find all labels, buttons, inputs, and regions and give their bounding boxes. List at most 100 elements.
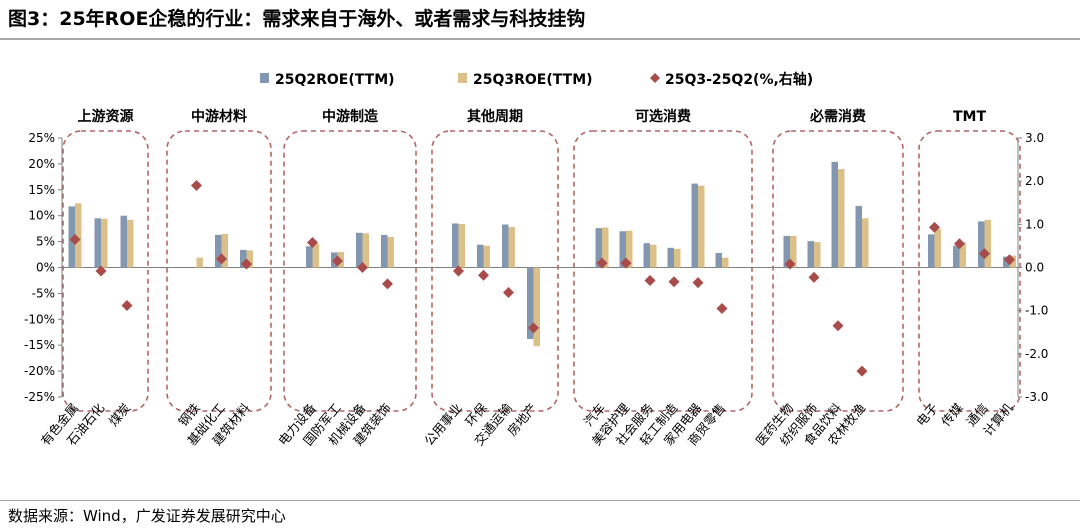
right-tick-label: -2.0 — [1025, 347, 1048, 361]
bar-25q2 — [595, 228, 602, 268]
left-tick-label: 5% — [36, 235, 55, 249]
group-label: 必需消费 — [809, 108, 866, 125]
diff-marker — [332, 255, 343, 267]
bar-25q3 — [75, 203, 82, 268]
bar-25q2 — [783, 235, 790, 268]
diff-marker — [692, 277, 704, 289]
bar-25q3 — [934, 229, 941, 268]
group-box — [772, 130, 904, 412]
diff-marker — [382, 278, 393, 290]
bar-25q2 — [928, 234, 935, 268]
diff-marker — [95, 265, 107, 277]
diff-marker — [453, 265, 464, 277]
right-tick-label: -3.0 — [1025, 390, 1048, 404]
legend-label: 25Q3ROE(TTM) — [473, 72, 593, 88]
diff-marker — [929, 221, 940, 233]
bar-25q2 — [502, 224, 509, 268]
diff-marker — [808, 271, 820, 283]
diff-marker — [503, 287, 514, 299]
title-divider — [0, 38, 1080, 40]
diff-marker — [478, 269, 489, 281]
diff-marker — [620, 257, 632, 269]
diff-marker — [241, 258, 252, 270]
group-boxes — [62, 130, 1021, 412]
chart-title: 图3：25年ROE企稳的行业：需求来自于海外、或者需求与科技挂钩 — [8, 8, 586, 30]
bar-25q3 — [626, 230, 633, 268]
bar-25q2 — [855, 205, 862, 268]
footer-divider — [0, 500, 1080, 501]
legend-swatch — [458, 73, 467, 83]
chart: 25% 20% 15% 10% 5% 0% -5% -10% -15% -20% -25% 3.0 2.… — [24, 71, 1048, 448]
bar-25q3 — [814, 242, 821, 268]
group-label: TMT — [953, 109, 986, 125]
bar-25q2 — [667, 247, 674, 268]
bar-25q2 — [527, 267, 534, 339]
left-tick-label: 25% — [28, 131, 55, 145]
group-label: 中游制造 — [322, 108, 378, 125]
diff-marker — [357, 262, 368, 273]
group-label: 中游材料 — [191, 108, 247, 125]
group-label: 上游资源 — [78, 108, 134, 125]
diff-marker — [856, 365, 868, 377]
bar-25q3 — [246, 250, 253, 268]
bar-25q3 — [984, 219, 991, 268]
diff-marker — [832, 320, 844, 332]
bar-25q3 — [959, 242, 966, 268]
bar-25q2 — [643, 243, 650, 268]
diff-marker — [121, 299, 133, 311]
bar-25q2 — [306, 246, 313, 268]
legend-label: 25Q3-25Q2(%,右轴) — [665, 71, 813, 88]
bar-25q2 — [94, 218, 101, 268]
left-tick-label: -25% — [24, 390, 55, 404]
diff-marker — [668, 276, 680, 288]
legend-swatch — [260, 73, 269, 83]
group-box — [62, 130, 149, 412]
bar-series — [68, 161, 1016, 347]
left-tick-label: 0% — [36, 261, 55, 275]
category-label: 电子 — [913, 400, 941, 429]
bar-25q3 — [838, 169, 845, 268]
right-tick-label: -1.0 — [1025, 304, 1048, 318]
diff-marker — [784, 258, 796, 270]
bar-25q3 — [312, 243, 319, 268]
axes: 25% 20% 15% 10% 5% 0% -5% -10% -15% -20% -25% 3.0 2.… — [24, 131, 1048, 404]
bar-25q2 — [953, 245, 960, 268]
bar-25q2 — [120, 215, 127, 268]
bar-25q3 — [387, 236, 394, 268]
diff-marker — [1004, 254, 1015, 266]
bar-25q2 — [619, 231, 626, 268]
bar-25q2 — [1003, 256, 1010, 268]
category-label: 煤炭 — [106, 400, 134, 429]
left-tick-label: 15% — [28, 183, 55, 197]
bar-25q3 — [362, 233, 369, 268]
left-tick-label: -20% — [24, 364, 55, 378]
right-tick-label: 2.0 — [1025, 174, 1044, 188]
bar-25q2 — [240, 249, 247, 268]
bar-25q3 — [458, 223, 465, 268]
bar-25q3 — [650, 244, 657, 268]
bar-25q3 — [602, 227, 609, 268]
bar-25q2 — [68, 206, 75, 268]
group-box — [431, 130, 559, 412]
diff-marker — [528, 322, 539, 334]
left-tick-label: -10% — [24, 312, 55, 326]
bar-25q2 — [477, 244, 484, 268]
bar-25q3 — [221, 233, 228, 268]
right-tick-label: 0.0 — [1025, 261, 1044, 275]
bar-25q2 — [831, 161, 838, 268]
bar-25q3 — [674, 248, 681, 268]
bar-25q2 — [715, 252, 722, 268]
diff-marker — [307, 236, 318, 248]
group-box — [573, 130, 753, 412]
category-label: 公用事业 — [421, 400, 465, 448]
bar-25q3 — [698, 185, 705, 268]
group-label: 其他周期 — [467, 108, 523, 125]
left-tick-label: -5% — [32, 286, 55, 300]
diff-markers — [69, 179, 1015, 377]
bar-25q3 — [862, 218, 869, 268]
bar-25q3 — [483, 245, 490, 268]
left-tick-label: 20% — [28, 157, 55, 171]
bar-25q3 — [196, 257, 203, 268]
group-box — [918, 130, 1021, 412]
